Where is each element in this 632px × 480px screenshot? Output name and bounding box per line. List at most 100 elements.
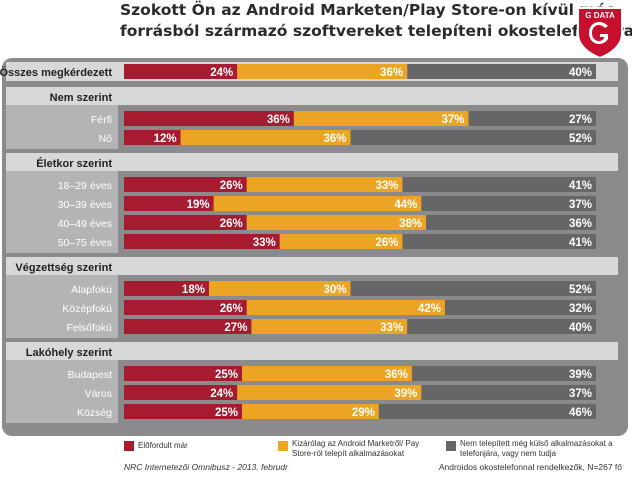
chart-title: Szokott Ön az Android Marketen/Play Stor… (8, 0, 632, 56)
source-note: NRC Internetezői Omnibusz - 2013. februd… (124, 462, 288, 472)
data-label: 38% (399, 218, 422, 230)
row-label: 18–29 éves (58, 180, 112, 192)
bar-segment-gray (426, 215, 596, 230)
gdata-logo: G DATA (572, 4, 628, 60)
data-label: 26% (375, 237, 398, 249)
legend-swatch-orange (278, 441, 288, 451)
group-header-band (6, 87, 618, 105)
data-label: 37% (569, 199, 592, 211)
legend-swatch-red (124, 441, 134, 451)
bar-segment-gray (407, 319, 596, 334)
title-line-1: Szokott Ön az Android Marketen/Play Stor… (120, 1, 616, 19)
data-label: 26% (220, 180, 243, 192)
data-label: 33% (253, 237, 276, 249)
bar-segment-red (124, 215, 247, 230)
bar-segment-red (124, 234, 280, 249)
row-label: Nő (99, 133, 113, 145)
data-label: 37% (442, 114, 465, 126)
bar-segment-gray (468, 111, 596, 126)
row-label: Budapest (68, 369, 112, 381)
data-label: 25% (215, 407, 238, 419)
bar-segment-orange (246, 177, 403, 192)
logo-text: G DATA (585, 11, 615, 20)
data-label: 30% (324, 284, 347, 296)
data-label: 26% (220, 303, 243, 315)
row-label: Alapfokú (71, 284, 112, 296)
bar-segment-orange (242, 366, 412, 381)
row-label: Felsőfokú (66, 322, 112, 334)
bar-segment-gray (402, 177, 596, 192)
bar-segment-orange (293, 111, 469, 126)
data-label: 36% (569, 218, 592, 230)
data-label: 12% (154, 133, 177, 145)
bar-segment-orange (246, 300, 445, 315)
bar-segment-orange (180, 130, 351, 145)
data-label: 40% (569, 322, 592, 334)
data-label: 52% (569, 284, 592, 296)
bar-segment-red (124, 281, 209, 296)
data-label: 33% (375, 180, 398, 192)
row-label: 50–75 éves (58, 237, 112, 249)
data-label: 33% (380, 322, 403, 334)
data-label: 52% (569, 133, 592, 145)
bar-segment-gray (411, 366, 596, 381)
data-label: 24% (210, 67, 233, 79)
bar-segment-gray (421, 196, 596, 211)
row-label: Község (77, 407, 112, 419)
data-label: 18% (182, 284, 205, 296)
data-label: 29% (352, 407, 375, 419)
legend-label-2: Kizárólag az Android Marketről/ Pay Stor… (292, 439, 420, 458)
group-label: Végzettség szerint (15, 262, 112, 274)
data-label: 46% (569, 407, 592, 419)
group-label: Életkor szerint (36, 157, 112, 170)
bar-segment-red (124, 366, 242, 381)
data-label: 32% (569, 303, 592, 315)
group-label: Nem szerint (50, 92, 113, 104)
row-label: Összes megkérdezett (0, 66, 112, 79)
data-label: 19% (187, 199, 210, 211)
data-label: 42% (418, 303, 441, 315)
bar-segment-gray (378, 404, 596, 419)
bar-segment-gray (444, 300, 596, 315)
bar-segment-gray (407, 64, 596, 79)
title-line-2: forrásból származó szoftvereket telepíte… (120, 22, 632, 40)
group-header-band (6, 153, 618, 171)
bar-segment-orange (213, 196, 422, 211)
bar-segment-red (124, 319, 252, 334)
bar-segment-orange (251, 319, 408, 334)
row-label: Középfokú (62, 303, 112, 315)
data-label: 27% (569, 114, 592, 126)
bar-segment-orange (279, 234, 403, 249)
bar-segment-red (124, 64, 238, 79)
bar-segment-orange (208, 281, 351, 296)
data-label: 41% (569, 180, 592, 192)
data-label: 44% (394, 199, 417, 211)
bar-segment-gray (402, 234, 596, 249)
bar-segment-red (124, 196, 214, 211)
bar-segment-gray (350, 281, 596, 296)
data-label: 27% (224, 322, 247, 334)
row-label: Város (85, 388, 112, 400)
bar-segment-red (124, 111, 294, 126)
data-label: 39% (394, 388, 417, 400)
row-label: 40–49 éves (58, 218, 112, 230)
bar-segment-red (124, 177, 247, 192)
legend-swatch-gray (446, 441, 456, 451)
bar-segment-gray (350, 130, 596, 145)
data-label: 41% (569, 237, 592, 249)
sample-note: Androidos okostelefonnal rendelkezők, N=… (438, 462, 622, 472)
group-label: Lakóhely szerint (26, 347, 113, 359)
bar-segment-gray (421, 385, 596, 400)
data-label: 36% (385, 369, 408, 381)
data-label: 25% (215, 369, 238, 381)
row-label: Férfi (91, 114, 112, 126)
group-header-band (6, 257, 618, 275)
bar-segment-red (124, 130, 181, 145)
row-label: 30–39 éves (58, 199, 112, 211)
data-label: 36% (267, 114, 290, 126)
bar-segment-red (124, 300, 247, 315)
bar-segment-red (124, 404, 242, 419)
data-label: 39% (569, 369, 592, 381)
data-label: 37% (569, 388, 592, 400)
